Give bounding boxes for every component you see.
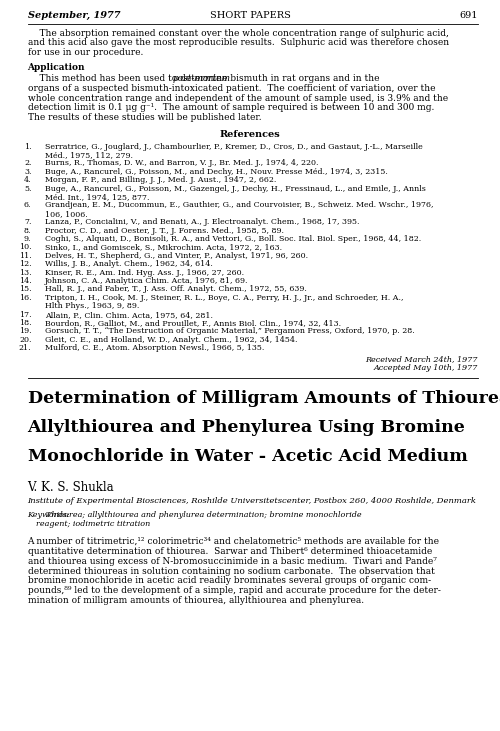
Text: Hlth Phys., 1963, 9, 89.: Hlth Phys., 1963, 9, 89. [45, 302, 140, 310]
Text: The absorption remained constant over the whole concentration range of sulphuric: The absorption remained constant over th… [28, 29, 448, 37]
Text: V. K. S. Shukla: V. K. S. Shukla [28, 481, 114, 494]
Text: 14.: 14. [19, 277, 32, 285]
Text: Méd., 1975, 112, 279.: Méd., 1975, 112, 279. [45, 151, 133, 159]
Text: Hall, R. J., and Faber, T., J. Ass. Off. Analyt. Chem., 1972, 55, 639.: Hall, R. J., and Faber, T., J. Ass. Off.… [45, 285, 307, 293]
Text: Application: Application [28, 64, 85, 72]
Text: Tripton, I. H., Cook, M. J., Steiner, R. L., Boye, C. A., Perry, H. J., Jr., and: Tripton, I. H., Cook, M. J., Steiner, R.… [45, 294, 404, 302]
Text: Johnson, C. A., Analytica Chim. Acta, 1976, 81, 69.: Johnson, C. A., Analytica Chim. Acta, 19… [45, 277, 248, 285]
Text: Bourdon, R., Galliot, M., and Prouillet, F., Annis Biol. Clin., 1974, 32, 413.: Bourdon, R., Galliot, M., and Prouillet,… [45, 319, 341, 327]
Text: reagent; iodimetric titration: reagent; iodimetric titration [36, 520, 151, 528]
Text: The results of these studies will be published later.: The results of these studies will be pub… [28, 113, 261, 122]
Text: and thiourea using excess of N-bromosuccinimide in a basic medium.  Tiwari and P: and thiourea using excess of N-bromosucc… [28, 556, 436, 566]
Text: organs of a suspected bismuth-intoxicated patient.  The coefficient of variation: organs of a suspected bismuth-intoxicate… [28, 83, 435, 93]
Text: 20.: 20. [19, 336, 32, 344]
Text: 691: 691 [459, 11, 477, 20]
Text: 11.: 11. [19, 251, 32, 260]
Text: 10.: 10. [19, 243, 32, 251]
Text: SHORT PAPERS: SHORT PAPERS [210, 11, 290, 20]
Text: Thiourea; allylthiourea and phenylurea determination; bromine monochloride: Thiourea; allylthiourea and phenylurea d… [46, 511, 362, 519]
Text: References: References [220, 129, 280, 139]
Text: for use in our procedure.: for use in our procedure. [28, 48, 143, 57]
Text: Allylthiourea and Phenylurea Using Bromine: Allylthiourea and Phenylurea Using Bromi… [28, 419, 466, 436]
Text: 12.: 12. [19, 260, 32, 268]
Text: Burns, R., Thomas, D. W., and Barron, V. J., Br. Med. J., 1974, 4, 220.: Burns, R., Thomas, D. W., and Barron, V.… [45, 159, 318, 167]
Text: pounds,⁸⁹ led to the development of a simple, rapid and accurate procedure for t: pounds,⁸⁹ led to the development of a si… [28, 586, 440, 595]
Text: Gleit, C. E., and Holland, W. D., Analyt. Chem., 1962, 34, 1454.: Gleit, C. E., and Holland, W. D., Analyt… [45, 336, 298, 344]
Text: Allain, P., Clin. Chim. Acta, 1975, 64, 281.: Allain, P., Clin. Chim. Acta, 1975, 64, … [45, 311, 213, 319]
Text: 7.: 7. [24, 218, 32, 226]
Text: 106, 1006.: 106, 1006. [45, 210, 88, 218]
Text: 5.: 5. [24, 184, 32, 192]
Text: Accepted May 10th, 1977: Accepted May 10th, 1977 [373, 364, 478, 372]
Text: 1.: 1. [24, 143, 32, 151]
Text: post-mortem: post-mortem [172, 74, 231, 83]
Text: 21.: 21. [19, 344, 32, 352]
Text: 13.: 13. [19, 268, 32, 276]
Text: Serratrice, G., Jouglard, J., Chambourlier, P., Kremer, D., Cros, D., and Gastau: Serratrice, G., Jouglard, J., Chambourli… [45, 143, 423, 151]
Text: Buge, A., Rancurel, G., Poisson, M., and Dechy, H., Nouv. Presse Méd., 1974, 3, : Buge, A., Rancurel, G., Poisson, M., and… [45, 167, 388, 175]
Text: Institute of Experimental Biosciences, Roshilde Universitetscenter, Postbox 260,: Institute of Experimental Biosciences, R… [28, 497, 476, 505]
Text: bromine monochloride in acetic acid readily brominates several groups of organic: bromine monochloride in acetic acid read… [28, 576, 430, 586]
Text: 6.: 6. [24, 201, 32, 209]
Text: Keywords:: Keywords: [28, 511, 72, 519]
Text: 9.: 9. [24, 235, 32, 243]
Text: Sinko, I., and Gomiscek, S., Mikrochim. Acta, 1972, 2, 163.: Sinko, I., and Gomiscek, S., Mikrochim. … [45, 243, 282, 251]
Text: This method has been used to determine bismuth in rat organs and in the: This method has been used to determine b… [28, 74, 382, 83]
Text: Received March 24th, 1977: Received March 24th, 1977 [365, 355, 478, 363]
Text: 18.: 18. [19, 319, 32, 327]
Text: 19.: 19. [19, 327, 32, 336]
Text: 16.: 16. [19, 294, 32, 302]
Text: quantitative determination of thiourea.  Sarwar and Thibert⁶ determined thioacet: quantitative determination of thiourea. … [28, 547, 432, 556]
Text: A number of titrimetric,¹² colorimetric³⁴ and chelatometric⁵ methods are availab: A number of titrimetric,¹² colorimetric³… [28, 537, 440, 546]
Text: Grandjean, E. M., Ducommun, E., Gauthier, G., and Courvoisier, B., Schweiz. Med.: Grandjean, E. M., Ducommun, E., Gauthier… [45, 201, 434, 209]
Text: Monochloride in Water - Acetic Acid Medium: Monochloride in Water - Acetic Acid Medi… [28, 448, 467, 466]
Text: Proctor, C. D., and Oester, J. T., J. Forens. Med., 1958, 5, 89.: Proctor, C. D., and Oester, J. T., J. Fo… [45, 227, 284, 235]
Text: whole concentration range and independent of the amount of sample used, is 3.9% : whole concentration range and independen… [28, 94, 448, 102]
Text: Willis, J. B., Analyt. Chem., 1962, 34, 614.: Willis, J. B., Analyt. Chem., 1962, 34, … [45, 260, 213, 268]
Text: 3.: 3. [24, 167, 32, 175]
Text: Determination of Milligram Amounts of Thiourea,: Determination of Milligram Amounts of Th… [28, 390, 500, 407]
Text: Méd. Int., 1974, 125, 877.: Méd. Int., 1974, 125, 877. [45, 193, 150, 201]
Text: Buge, A., Rancurel, G., Poisson, M., Gazengel, J., Dechy, H., Fressinaud, L., an: Buge, A., Rancurel, G., Poisson, M., Gaz… [45, 184, 426, 192]
Text: Delves, H. T., Shepherd, G., and Vinter, P., Analyst, 1971, 96, 260.: Delves, H. T., Shepherd, G., and Vinter,… [45, 251, 308, 260]
Text: Kinser, R. E., Am. Ind. Hyg. Ass. J., 1966, 27, 260.: Kinser, R. E., Am. Ind. Hyg. Ass. J., 19… [45, 268, 244, 276]
Text: September, 1977: September, 1977 [28, 11, 120, 20]
Text: determined thioureas in solution containing no sodium carbonate.  The observatio: determined thioureas in solution contain… [28, 567, 434, 575]
Text: 8.: 8. [24, 227, 32, 235]
Text: mination of milligram amounts of thiourea, allylthiourea and phenylurea.: mination of milligram amounts of thioure… [28, 596, 363, 605]
Text: 2.: 2. [24, 159, 32, 167]
Text: detection limit is 0.1 μg g⁻¹.  The amount of sample required is between 10 and : detection limit is 0.1 μg g⁻¹. The amoun… [28, 103, 434, 113]
Text: Gorsuch, T. T., “The Destruction of Organic Material,” Pergamon Press, Oxford, 1: Gorsuch, T. T., “The Destruction of Orga… [45, 327, 415, 336]
Text: 17.: 17. [19, 311, 32, 319]
Text: Morgan, F. P., and Billing, J. J., Med. J. Aust., 1947, 2, 662.: Morgan, F. P., and Billing, J. J., Med. … [45, 176, 276, 184]
Text: Mulford, C. E., Atom. Absorption Newsl., 1966, 5, 135.: Mulford, C. E., Atom. Absorption Newsl.,… [45, 344, 264, 352]
Text: Lanza, P., Concialini, V., and Benati, A., J. Electroanalyt. Chem., 1968, 17, 39: Lanza, P., Concialini, V., and Benati, A… [45, 218, 360, 226]
Text: 4.: 4. [24, 176, 32, 184]
Text: 15.: 15. [19, 285, 32, 293]
Text: Coghi, S., Alquati, D., Bonisoli, R. A., and Vettori, G., Boll. Soc. Ital. Biol.: Coghi, S., Alquati, D., Bonisoli, R. A.,… [45, 235, 421, 243]
Text: and this acid also gave the most reproducible results.  Sulphuric acid was there: and this acid also gave the most reprodu… [28, 38, 448, 48]
